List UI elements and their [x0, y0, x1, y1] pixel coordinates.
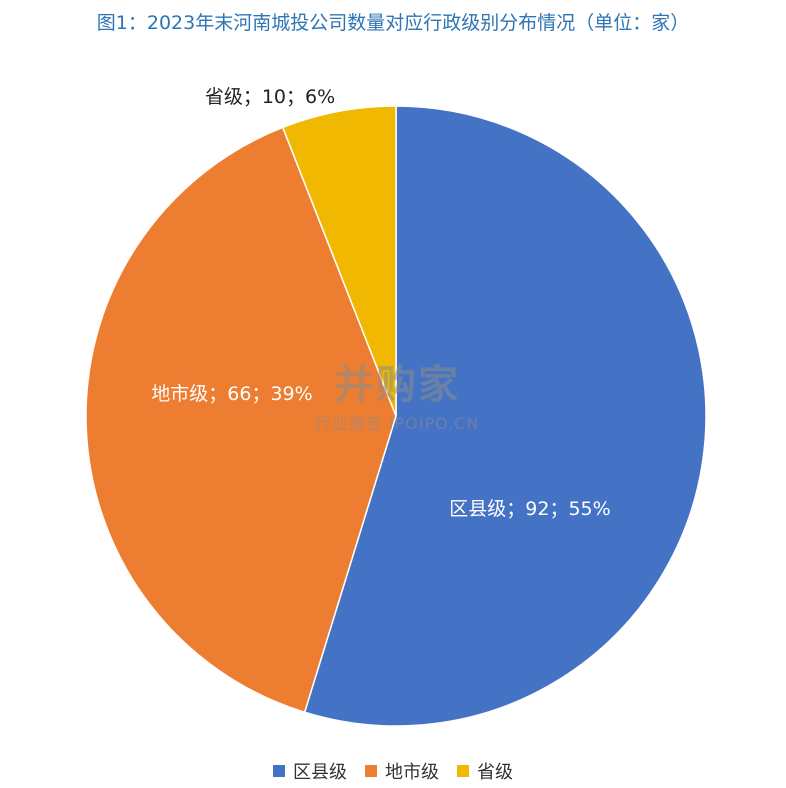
- legend-swatch: [365, 765, 377, 777]
- slice-province[interactable]: [281, 105, 397, 417]
- legend-label: 区县级: [293, 762, 347, 783]
- slice-city[interactable]: [85, 126, 397, 714]
- slice-district[interactable]: [303, 105, 707, 727]
- legend-swatch: [273, 765, 285, 777]
- legend-item-district[interactable]: 区县级: [273, 758, 347, 784]
- watermark: 并购家 行业报告 IPOIPO.CN: [292, 352, 502, 434]
- legend-label: 地市级: [385, 762, 439, 783]
- legend-label: 省级: [477, 762, 513, 783]
- data-label-province: 省级；10；6%: [205, 86, 335, 108]
- data-label-city: 地市级；66；39%: [151, 383, 312, 405]
- watermark-subtext: 行业报告 IPOIPO.CN: [314, 414, 480, 433]
- legend-item-city[interactable]: 地市级: [365, 758, 439, 784]
- legend-swatch: [457, 765, 469, 777]
- chart-legend: 区县级 地市级 省级: [0, 758, 786, 784]
- chart-title: 图1：2023年末河南城投公司数量对应行政级别分布情况（单位：家）: [96, 12, 690, 34]
- legend-item-province[interactable]: 省级: [457, 758, 513, 784]
- watermark-logo: 并购家: [334, 362, 460, 408]
- data-label-district: 区县级；92；55%: [449, 498, 610, 520]
